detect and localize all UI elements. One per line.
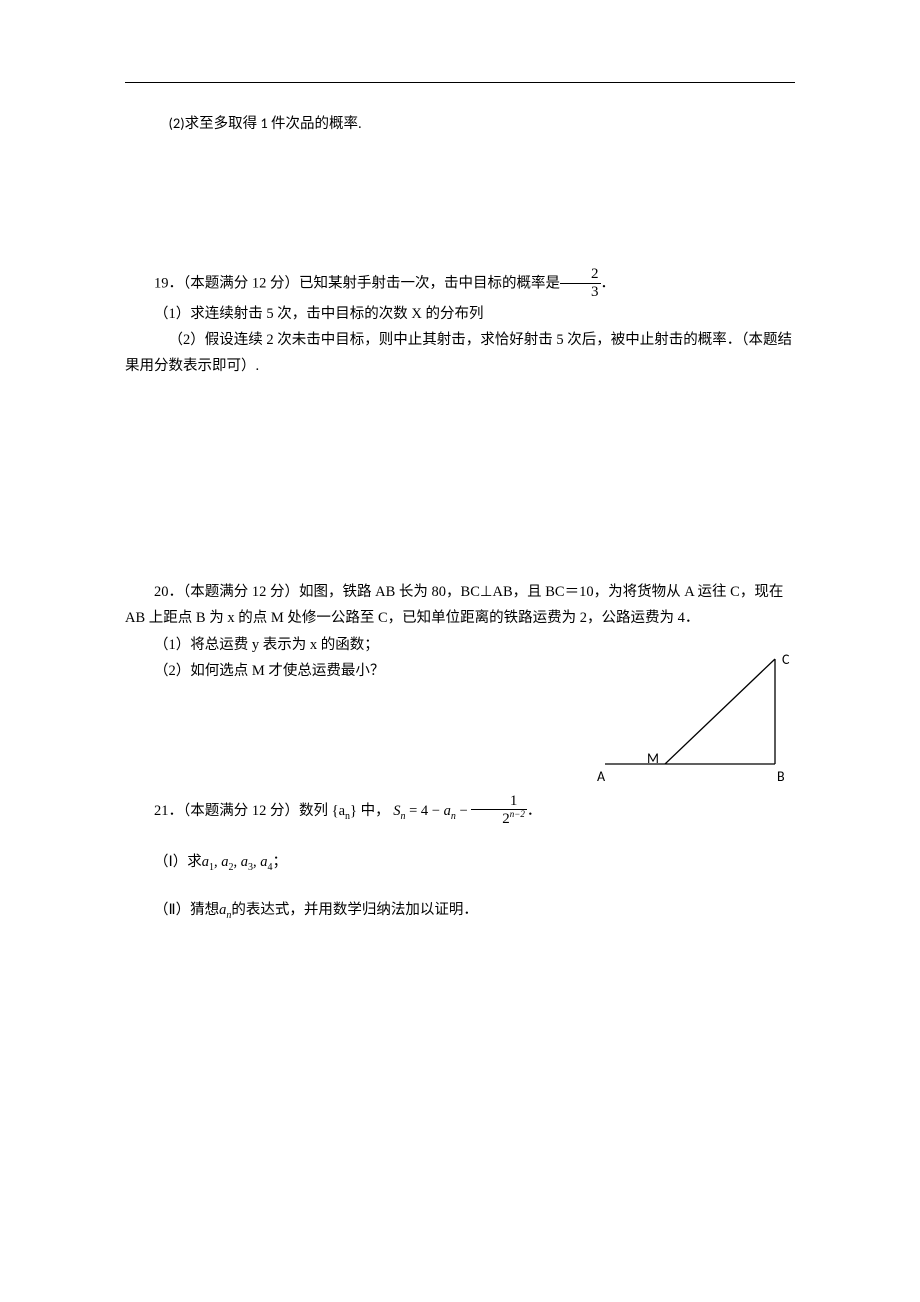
q21-header-prefix: 21．（本题满分 12 分）数列 {a: [154, 803, 345, 819]
sym-a: a: [202, 854, 209, 870]
q21-Sn: Sn: [393, 803, 405, 819]
spacer: [125, 877, 795, 897]
q19-part2: （2）假设连续 2 次未击中目标，则中止其射击，求恰好射击 5 次后，被中止射击…: [125, 327, 795, 379]
q21-part2-prefix: （Ⅱ）猜想: [154, 902, 219, 918]
sym-S: S: [393, 803, 400, 819]
q21-part2-suffix: 的表达式，并用数学归纳法加以证明．: [231, 902, 478, 918]
segment-MC: [665, 659, 775, 764]
q19-part1-text: （1）求连续射击 5 次，击中目标的次数 X 的分布列: [154, 306, 483, 322]
sym-a: a: [260, 854, 267, 870]
den-base: 2: [502, 811, 510, 827]
q19-header-prefix: 19．（本题满分 12 分）已知某射手射击一次，击中目标的概率是: [154, 275, 560, 291]
sym-a: a: [221, 854, 228, 870]
q21-a1: a1: [202, 854, 214, 870]
comma: ,: [234, 854, 241, 870]
header-rule: [125, 82, 795, 83]
q21-minus: −: [456, 803, 471, 819]
fraction-numerator: 2: [560, 266, 601, 284]
sym-a: a: [444, 803, 451, 819]
fraction-denominator: 2n−2: [471, 810, 527, 828]
q19-part1: （1）求连续射击 5 次，击中目标的次数 X 的分布列: [125, 301, 795, 327]
spacer: [125, 379, 795, 579]
q21-header-suffix: ．: [527, 803, 542, 819]
den-exp: n−2: [510, 809, 525, 819]
q19-prob-fraction: 23: [560, 266, 601, 300]
q21-part2: （Ⅱ）猜想an的表达式，并用数学归纳法加以证明．: [125, 897, 795, 925]
q18-part2-text: (2)求至多取得 1 件次品的概率.: [169, 114, 362, 132]
q20-part2-text: （2）如何选点 M 才使总运费最小？: [154, 663, 384, 679]
label-A: A: [597, 764, 605, 789]
q21-an: an: [444, 803, 456, 819]
q20-part1-text: （1）将总运费 y 表示为 x 的函数；: [154, 637, 379, 653]
q19-header-suffix: ．: [601, 275, 616, 291]
q21-header-mid: } 中，: [350, 803, 390, 819]
sym-a: a: [241, 854, 248, 870]
spacer: [125, 829, 795, 849]
q20-header-text: 20．（本题满分 12 分）如图，铁路 AB 长为 80，BC⊥AB，且 BC＝…: [125, 584, 783, 626]
q21-a2: a2: [221, 854, 233, 870]
q18-part2: (2)求至多取得 1 件次品的概率.: [125, 110, 795, 137]
fraction-numerator: 1: [471, 793, 527, 811]
q21-eq: = 4 −: [406, 803, 444, 819]
q19-part2-text: （2）假设连续 2 次未击中目标，则中止其射击，求恰好射击 5 次后，被中止射击…: [125, 327, 795, 379]
q21-part1-prefix: （Ⅰ）求: [154, 854, 202, 870]
q20-header: 20．（本题满分 12 分）如图，铁路 AB 长为 80，BC⊥AB，且 BC＝…: [125, 579, 795, 631]
label-B: B: [777, 764, 785, 789]
q21-fraction: 12n−2: [471, 793, 527, 828]
page-content: (2)求至多取得 1 件次品的概率. 19．（本题满分 12 分）已知某射手射击…: [125, 110, 795, 925]
fraction-denominator: 3: [560, 284, 601, 301]
label-C: C: [782, 647, 789, 672]
q21-an2: an: [219, 902, 231, 918]
q21-a3: a3: [241, 854, 253, 870]
label-M: M: [647, 746, 659, 771]
q19-header: 19．（本题满分 12 分）已知某射手射击一次，击中目标的概率是23．: [125, 267, 795, 301]
exam-page: (2)求至多取得 1 件次品的概率. 19．（本题满分 12 分）已知某射手射击…: [0, 0, 920, 1302]
q20-block: 20．（本题满分 12 分）如图，铁路 AB 长为 80，BC⊥AB，且 BC＝…: [125, 579, 795, 683]
q21-part1-suffix: ；: [273, 854, 288, 870]
q21-part1: （Ⅰ）求a1, a2, a3, a4；: [125, 849, 795, 877]
triangle-svg: [600, 651, 795, 776]
spacer: [125, 137, 795, 267]
q21-a4: a4: [260, 854, 272, 870]
q21-header: 21．（本题满分 12 分）数列 {an} 中， Sn = 4 − an − 1…: [125, 794, 795, 829]
q20-diagram: A M B C: [600, 651, 795, 785]
